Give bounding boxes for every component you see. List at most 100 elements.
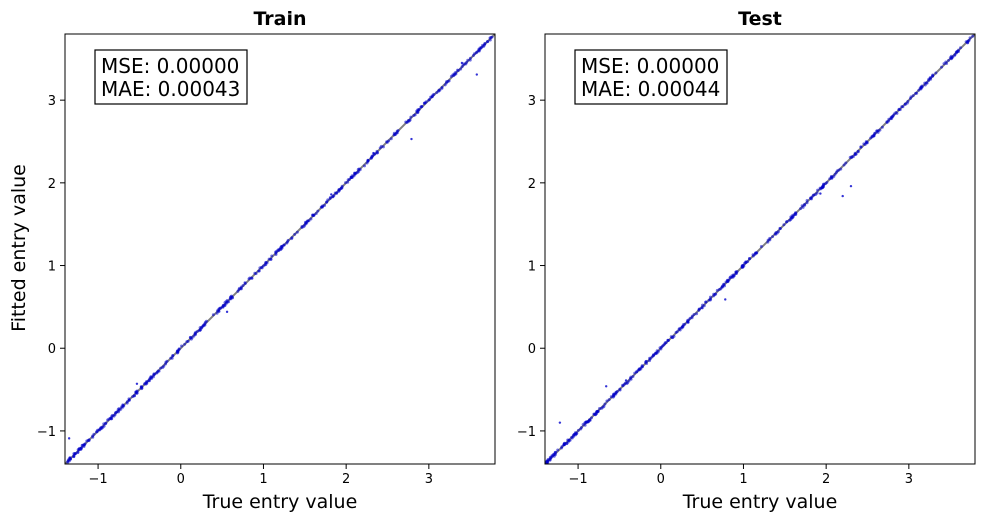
test-scatter-point [595,409,599,413]
test-scatter-point [800,204,804,208]
train-scatter-point [392,131,396,135]
test-scatter-point [607,398,611,402]
train-scatter-point [460,65,464,69]
train-scatter-point [215,311,219,315]
train-scatter-point [489,35,493,39]
test-scatter-point [560,446,564,450]
train-scatter-point [250,276,254,280]
train-scatter-point [116,410,120,414]
train-scatter-point [253,271,257,275]
train-axes-frame [64,33,496,465]
test-scatter-point [605,399,609,403]
test-scatter-point [865,140,869,144]
train-scatter-point [142,382,146,386]
train-scatter-point [91,435,95,439]
test-scatter-point [567,439,571,443]
test-scatter-point [579,427,583,431]
test-scatter-point [552,454,556,458]
test-scatter-point [953,53,957,57]
train-scatter-point [224,301,228,305]
test-scatter-point [638,367,642,371]
test-y-tick-label: 1 [528,260,536,275]
test-scatter-point [768,238,772,242]
train-scatter-point [366,159,370,163]
train-scatter-point [357,167,361,171]
train-scatter-point [482,43,486,47]
train-scatter-point [408,118,412,122]
train-scatter-point [459,67,463,71]
train-scatter-point [430,95,434,99]
train-scatter-point [353,171,357,175]
test-y-tick-label: −1 [517,425,536,440]
test-scatter-point [562,442,566,446]
test-axes-frame [544,33,976,465]
train-scatter-point [337,188,341,192]
test-scatter-point [873,131,877,135]
train-scatter-point [96,428,100,432]
train-y-tick-label: −1 [37,425,56,440]
train-scatter-point [381,145,385,149]
train-scatter-point [259,265,263,269]
train-scatter-point [227,300,231,304]
test-mae-text: MAE: 0.00044 [581,77,720,101]
train-scatter-point [440,86,444,90]
train-scatter-point [215,309,219,313]
test-scatter-point [794,212,798,216]
test-scatter-point [644,360,648,364]
train-scatter-point [328,196,332,200]
test-scatter-point [959,46,963,50]
train-outlier-point [410,137,413,141]
test-scatter-point [971,34,975,38]
test-x-axis-label: True entry value [682,491,838,513]
train-scatter-point [369,156,373,160]
test-scatter-point [791,215,795,219]
test-scatter-point [700,306,704,310]
train-scatter-point [350,175,354,179]
train-scatter-point [177,347,181,351]
train-scatter-point [423,101,427,105]
train-scatter-point [437,89,441,93]
train-scatter-point [472,52,476,56]
test-scatter-point [633,371,637,375]
test-x-tick-label: 1 [739,472,747,487]
train-x-tick-label: 1 [259,472,267,487]
test-x-tick-label: −1 [568,472,587,487]
train-scatter-point [148,377,152,381]
test-scatter-point [670,335,674,339]
test-scatter-point [685,319,689,323]
test-scatter-point [815,191,819,195]
train-scatter-point [135,389,139,393]
test-scatter-point [778,226,782,230]
test-scatter-point [880,125,884,129]
test-scatter-point [818,186,822,190]
test-scatter-point [919,85,923,89]
test-scatter-point [690,316,694,320]
train-scatter-point [176,350,180,354]
test-scatter-point [914,91,918,95]
train-y-tick-label: 1 [48,260,56,275]
train-scatter-point [300,224,304,228]
train-scatter-point [285,241,289,245]
train-scatter-point [79,446,83,450]
train-outlier-point [225,310,229,314]
train-scatter-point [277,247,281,251]
train-outlier-point [372,151,375,155]
test-scatter-point [627,379,631,383]
test-scatter-point [908,97,912,101]
train-scatter-point [116,408,120,412]
train-scatter-point [312,213,316,217]
train-scatter-point [282,243,286,247]
train-scatter-point [200,325,204,329]
test-scatter-point [799,207,803,211]
train-scatter-point [237,288,241,292]
test-scatter-point [625,381,629,385]
train-scatter-point [241,284,245,288]
train-outlier-point [67,437,71,440]
train-scatter-point [72,454,76,458]
train-scatter-point [444,81,448,85]
test-scatter-point [584,421,588,425]
test-scatter-point [652,353,656,357]
train-scatter-point [378,146,382,150]
test-scatter-point [834,171,838,175]
test-scatter-point [829,174,833,178]
